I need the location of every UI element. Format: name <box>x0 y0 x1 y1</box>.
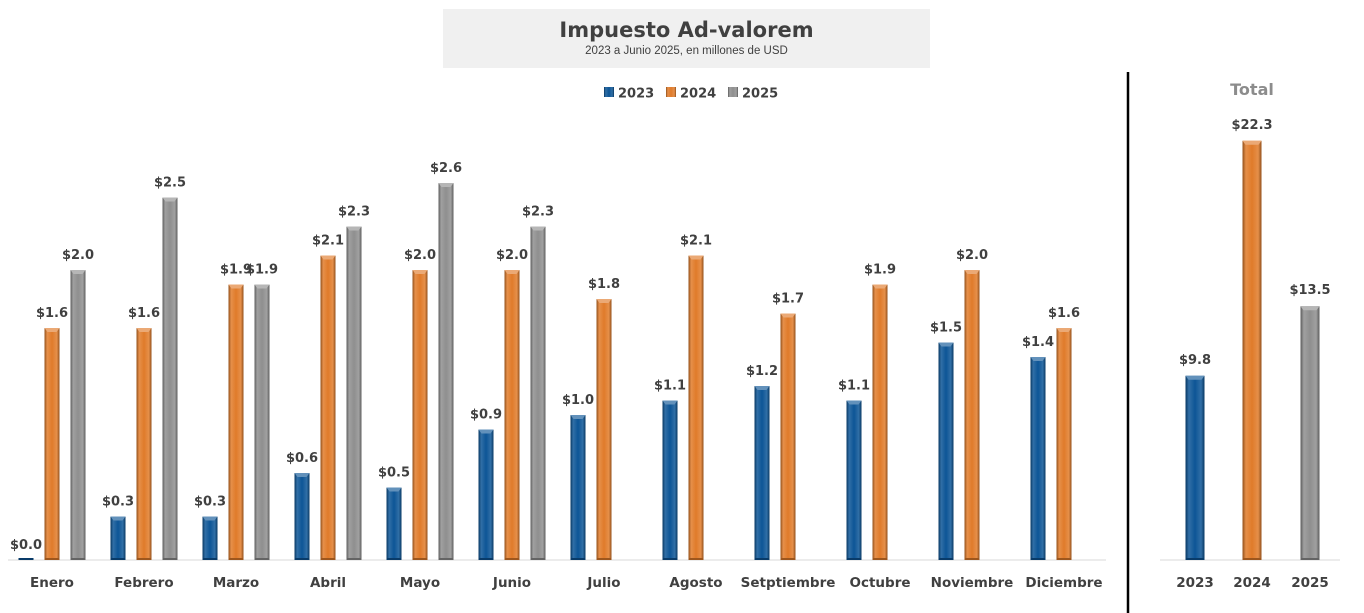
data-label-2025-junio: $2.3 <box>522 205 554 220</box>
total-bar-2023 <box>1185 375 1205 560</box>
chart-subtitle: 2023 a Junio 2025, en millones de USD <box>585 45 788 57</box>
data-label-2025-enero: $2.0 <box>62 248 94 263</box>
data-label-2023-octubre: $1.1 <box>838 379 870 394</box>
bar-2023-abril <box>294 473 310 560</box>
total-x-tick-2024: 2024 <box>1233 575 1271 591</box>
data-label-2024-febrero: $1.6 <box>128 306 160 321</box>
data-label-2023-abril: $0.6 <box>286 451 318 466</box>
data-label-2023-mayo: $0.5 <box>378 466 410 481</box>
total-bar-2025 <box>1300 306 1320 560</box>
bar-2025-marzo <box>254 284 270 560</box>
data-label-2024-abril: $2.1 <box>312 234 344 249</box>
bar-2024-febrero <box>136 328 152 560</box>
data-label-2024-agosto: $2.1 <box>680 234 712 249</box>
bar-2023-julio <box>570 415 586 560</box>
x-tick-marzo: Marzo <box>213 575 259 591</box>
legend-item-2025: 2025 <box>728 87 778 102</box>
bar-2024-agosto <box>688 255 704 560</box>
data-label-2023-junio: $0.9 <box>470 408 502 423</box>
total-x-tick-2025: 2025 <box>1291 575 1329 591</box>
bar-2024-mayo <box>412 270 428 560</box>
bar-2023-mayo <box>386 487 402 560</box>
bar-2025-mayo <box>438 183 454 560</box>
bar-2025-abril <box>346 226 362 560</box>
bar-2024-junio <box>504 270 520 560</box>
legend: 2023 2024 2025 <box>604 87 778 102</box>
legend-item-2024: 2024 <box>666 87 716 102</box>
bar-2024-julio <box>596 299 612 560</box>
bar-2023-octubre <box>846 400 862 560</box>
data-label-2023-julio: $1.0 <box>562 393 594 408</box>
data-label-2024-marzo: $1.9 <box>220 263 252 278</box>
x-tick-julio: Julio <box>586 575 620 591</box>
data-label-2024-enero: $1.6 <box>36 306 68 321</box>
chart-title-box: Impuesto Ad-valorem 2023 a Junio 2025, e… <box>443 9 930 68</box>
data-label-2023-febrero: $0.3 <box>102 495 134 510</box>
bar-2024-setptiembre <box>780 313 796 560</box>
x-tick-mayo: Mayo <box>400 575 440 591</box>
data-label-2024-octubre: $1.9 <box>864 263 896 278</box>
data-label-2024-junio: $2.0 <box>496 248 528 263</box>
bar-2025-enero <box>70 270 86 560</box>
total-label-2024: $22.3 <box>1231 118 1272 133</box>
data-label-2025-marzo: $1.9 <box>246 263 278 278</box>
data-label-2023-diciembre: $1.4 <box>1022 335 1054 350</box>
bar-2024-diciembre <box>1056 328 1072 560</box>
total-label-2023: $9.8 <box>1179 353 1211 368</box>
data-label-2023-noviembre: $1.5 <box>930 321 962 336</box>
x-tick-noviembre: Noviembre <box>931 575 1014 591</box>
totals-title: Total <box>1230 80 1274 99</box>
x-tick-junio: Junio <box>492 575 531 591</box>
data-label-2024-julio: $1.8 <box>588 277 620 292</box>
bar-2023-agosto <box>662 400 678 560</box>
data-label-2025-mayo: $2.6 <box>430 161 462 176</box>
bar-2023-setptiembre <box>754 386 770 560</box>
data-label-2023-setptiembre: $1.2 <box>746 364 778 379</box>
data-label-2024-mayo: $2.0 <box>404 248 436 263</box>
totals-chart: Total $9.8 2023 $22.3 2024 $13.5 2025 <box>1160 80 1340 591</box>
data-label-2023-marzo: $0.3 <box>194 495 226 510</box>
legend-item-2023: 2023 <box>604 87 654 102</box>
data-label-2024-noviembre: $2.0 <box>956 248 988 263</box>
x-tick-octubre: Octubre <box>849 575 910 591</box>
x-tick-agosto: Agosto <box>669 575 722 591</box>
bar-2023-enero <box>18 558 34 560</box>
bar-2024-noviembre <box>964 270 980 560</box>
x-tick-febrero: Febrero <box>114 575 173 591</box>
bar-2023-marzo <box>202 516 218 560</box>
x-tick-abril: Abril <box>310 575 346 591</box>
data-label-2024-diciembre: $1.6 <box>1048 306 1080 321</box>
data-label-2023-enero: $0.0 <box>10 538 42 553</box>
bar-2023-febrero <box>110 516 126 560</box>
legend-label-2025: 2025 <box>742 87 778 102</box>
bar-2023-diciembre <box>1030 357 1046 560</box>
total-label-2025: $13.5 <box>1289 283 1330 298</box>
legend-label-2024: 2024 <box>680 87 716 102</box>
x-tick-diciembre: Diciembre <box>1025 575 1102 591</box>
bar-2025-febrero <box>162 197 178 560</box>
bar-2023-junio <box>478 429 494 560</box>
data-label-2023-agosto: $1.1 <box>654 379 686 394</box>
data-label-2024-setptiembre: $1.7 <box>772 292 804 307</box>
bar-2023-noviembre <box>938 342 954 560</box>
x-tick-setptiembre: Setptiembre <box>741 575 836 591</box>
bar-2024-abril <box>320 255 336 560</box>
monthly-chart: $0.0 $1.6 $2.0 Enero $0.3 $1.6 $2.5 Febrero $0.3… <box>8 161 1106 591</box>
total-x-tick-2023: 2023 <box>1176 575 1214 591</box>
bar-2025-junio <box>530 226 546 560</box>
bar-2024-octubre <box>872 284 888 560</box>
data-label-2025-febrero: $2.5 <box>154 176 186 191</box>
bar-2024-marzo <box>228 284 244 560</box>
x-tick-enero: Enero <box>30 575 74 591</box>
total-bar-2024 <box>1242 140 1262 560</box>
data-label-2025-abril: $2.3 <box>338 205 370 220</box>
chart-title: Impuesto Ad-valorem <box>559 18 814 42</box>
legend-label-2023: 2023 <box>618 87 654 102</box>
bar-2024-enero <box>44 328 60 560</box>
